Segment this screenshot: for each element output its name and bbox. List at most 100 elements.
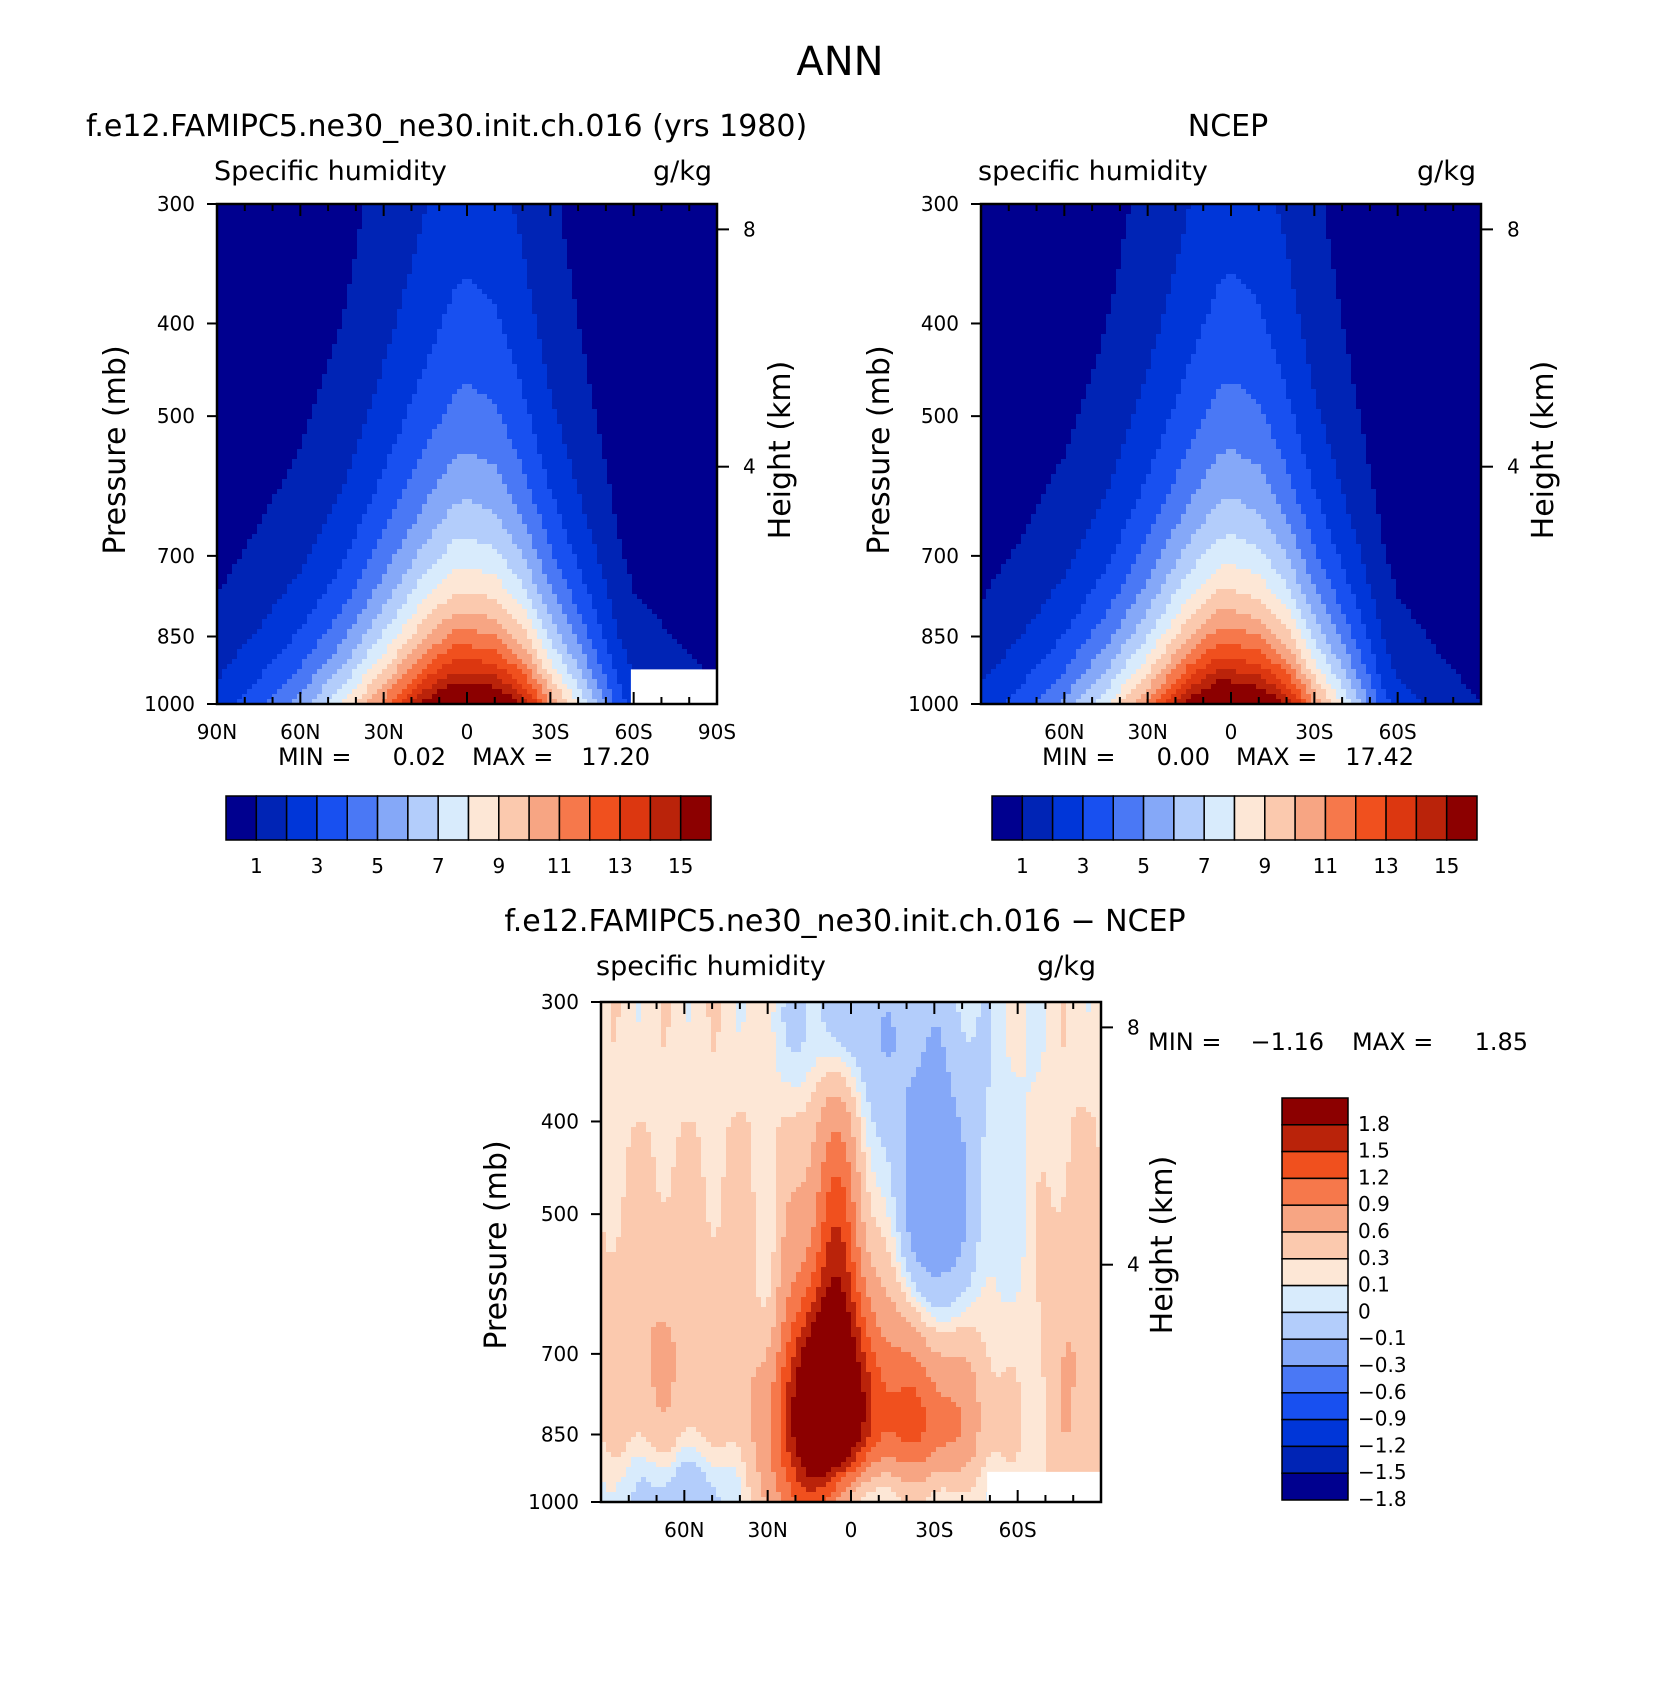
contour-cell <box>327 269 333 275</box>
contour-cell <box>447 274 453 280</box>
contour-cell <box>692 404 698 410</box>
contour-cell <box>602 404 608 410</box>
contour-cell <box>622 274 628 280</box>
contour-cell <box>312 354 318 360</box>
contour-cell <box>367 244 373 250</box>
contour-cell <box>242 404 248 410</box>
contour-cell <box>682 289 688 295</box>
contour-cell <box>657 449 663 455</box>
contour-cell <box>522 419 528 425</box>
contour-cell <box>242 369 248 375</box>
contour-cell <box>332 214 338 220</box>
contour-cell <box>522 284 528 290</box>
contour-cell <box>622 279 628 285</box>
contour-cell <box>482 404 488 410</box>
contour-cell <box>597 409 603 415</box>
contour-cell <box>222 274 228 280</box>
contour-cell <box>277 299 283 305</box>
contour-cell <box>607 424 613 430</box>
contour-cell <box>277 409 283 415</box>
contour-cell <box>317 424 323 430</box>
contour-cell <box>297 424 303 430</box>
contour-cell <box>487 449 493 455</box>
contour-cell <box>252 289 258 295</box>
contour-cell <box>707 409 713 415</box>
contour-cell <box>572 234 578 240</box>
contour-cell <box>487 204 493 210</box>
contour-cell <box>672 364 678 370</box>
contour-cell <box>397 214 403 220</box>
contour-cell <box>672 284 678 290</box>
contour-cell <box>362 449 368 455</box>
contour-cell <box>257 419 263 425</box>
contour-cell <box>632 264 638 270</box>
contour-cell <box>562 419 568 425</box>
contour-cell <box>447 259 453 265</box>
contour-cell <box>672 289 678 295</box>
contour-cell <box>317 309 323 315</box>
contour-cell <box>402 234 408 240</box>
contour-cell <box>377 354 383 360</box>
contour-cell <box>562 344 568 350</box>
contour-cell <box>502 274 508 280</box>
contour-cell <box>617 324 623 330</box>
contour-cell <box>347 324 353 330</box>
contour-cell <box>687 424 693 430</box>
contour-cell <box>222 444 228 450</box>
contour-cell <box>307 424 313 430</box>
contour-cell <box>297 264 303 270</box>
contour-cell <box>302 329 308 335</box>
contour-cell <box>687 374 693 380</box>
contour-cell <box>277 229 283 235</box>
contour-cell <box>692 369 698 375</box>
contour-cell <box>582 244 588 250</box>
contour-cell <box>347 419 353 425</box>
contour-cell <box>342 344 348 350</box>
contour-cell <box>312 204 318 210</box>
contour-cell <box>367 389 373 395</box>
contour-cell <box>692 204 698 210</box>
contour-cell <box>627 419 633 425</box>
contour-cell <box>647 414 653 420</box>
contour-cell <box>297 439 303 445</box>
contour-cell <box>282 374 288 380</box>
contour-cell <box>537 229 543 235</box>
contour-cell <box>252 244 258 250</box>
contour-cell <box>367 204 373 210</box>
contour-cell <box>657 314 663 320</box>
contour-cell <box>397 274 403 280</box>
contour-cell <box>302 319 308 325</box>
contour-cell <box>497 429 503 435</box>
contour-cell <box>642 349 648 355</box>
contour-cell <box>602 374 608 380</box>
contour-cell <box>272 319 278 325</box>
contour-cell <box>477 334 483 340</box>
contour-cell <box>572 314 578 320</box>
contour-cell <box>517 274 523 280</box>
contour-cell <box>282 364 288 370</box>
contour-cell <box>697 264 703 270</box>
contour-cell <box>437 259 443 265</box>
contour-cell <box>557 214 563 220</box>
contour-cell <box>257 354 263 360</box>
contour-cell <box>447 299 453 305</box>
contour-cell <box>522 254 528 260</box>
contour-cell <box>667 279 673 285</box>
contour-cell <box>392 299 398 305</box>
contour-cell <box>592 419 598 425</box>
contour-cell <box>542 404 548 410</box>
contour-cell <box>227 204 233 210</box>
contour-cell <box>527 304 533 310</box>
contour-cell <box>417 299 423 305</box>
contour-cell <box>467 219 473 225</box>
contour-cell <box>217 394 223 400</box>
contour-cell <box>552 269 558 275</box>
contour-cell <box>422 249 428 255</box>
contour-cell <box>312 339 318 345</box>
contour-cell <box>502 429 508 435</box>
contour-cell <box>302 394 308 400</box>
contour-cell <box>292 224 298 230</box>
contour-cell <box>537 404 543 410</box>
contour-cell <box>712 384 717 390</box>
contour-cell <box>522 414 528 420</box>
